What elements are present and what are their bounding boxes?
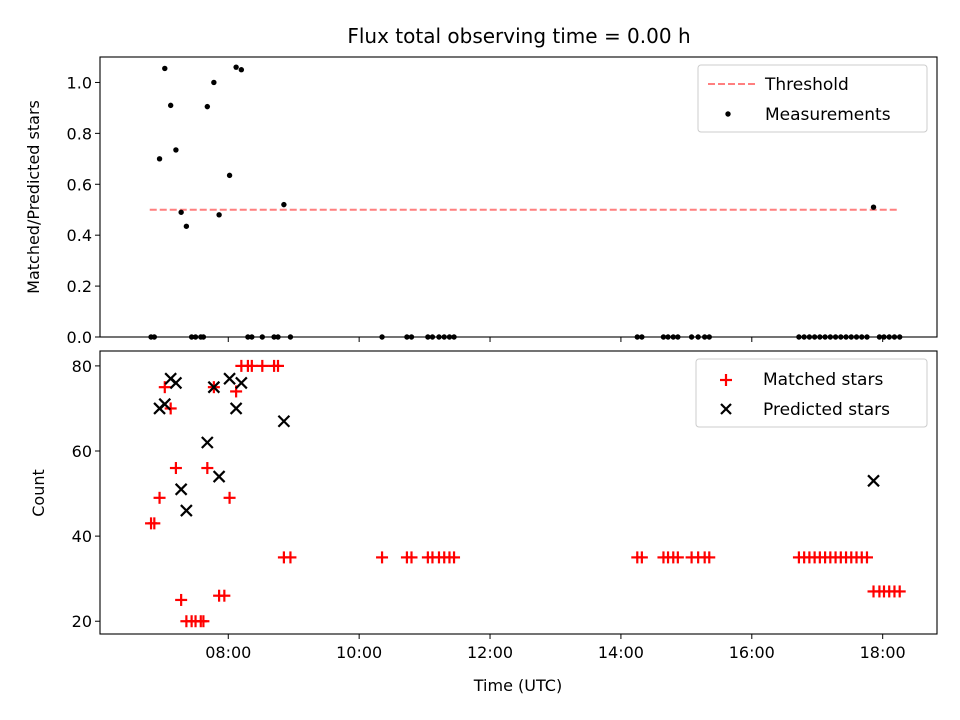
matched-star-point: [405, 551, 418, 564]
top-panel: 0.0 0.2 0.4 0.6 0.8 1.0 Matched/Predicted sta…: [24, 56, 938, 347]
matched-star-point: [164, 402, 177, 415]
matched-star-point: [671, 551, 684, 564]
measurement-point: [178, 209, 184, 215]
top-y-tick-label: 0.2: [67, 277, 92, 296]
matched-star-point: [169, 462, 182, 475]
matched-star-point: [218, 589, 231, 602]
matched-star-point: [223, 491, 236, 504]
legend-matched-label: Matched stars: [763, 370, 883, 390]
legend-predicted-label: Predicted stars: [763, 400, 890, 420]
top-y-tick-label: 1.0: [67, 73, 92, 92]
matched-star-point: [860, 551, 873, 564]
matched-star-point: [272, 359, 285, 372]
measurement-point: [183, 223, 190, 229]
top-legend-box: [697, 64, 928, 133]
measurement-point: [233, 64, 239, 70]
bottom-x-tick-label: 08:00: [205, 643, 251, 662]
measurement-point: [204, 103, 211, 110]
chart-title: Flux total observing time = 0.00 h: [347, 24, 690, 48]
measurement-point: [870, 204, 877, 210]
matched-star-point: [175, 593, 188, 606]
top-y-tick-label: 0.8: [67, 124, 92, 143]
matched-star-point: [153, 491, 166, 504]
bottom-x-tick-label: 16:00: [729, 643, 775, 662]
legend-threshold-label: Threshold: [764, 75, 849, 95]
matched-star-point: [893, 585, 906, 598]
bottom-y-tick-label: 80: [72, 357, 92, 376]
bottom-legend-box: [695, 358, 928, 428]
measurement-point: [226, 172, 233, 179]
matched-star-point: [284, 551, 297, 564]
matched-star-point: [376, 551, 389, 564]
predicted-star-point: [207, 380, 221, 394]
measurement-point: [167, 102, 174, 109]
bottom-x-tick-label: 14:00: [598, 643, 644, 662]
bottom-y-axis-label: Count: [29, 469, 48, 517]
predicted-star-point: [867, 474, 880, 488]
top-axes-frame: [99, 56, 938, 338]
top-y-tick-label: 0.4: [67, 226, 92, 245]
matched-star-point: [245, 359, 258, 372]
matched-star-point: [448, 551, 461, 564]
top-y-axis-label: Matched/Predicted stars: [24, 100, 43, 294]
legend-measurements-swatch: [725, 111, 731, 117]
predicted-star-point: [158, 397, 172, 411]
legend-predicted-swatch: [720, 403, 732, 415]
bottom-x-tick-label: 12:00: [467, 643, 513, 662]
measurement-point: [173, 147, 179, 153]
bottom-y-tick-label: 40: [72, 527, 92, 546]
predicted-star-point: [229, 402, 243, 415]
bottom-x-tick-label: 18:00: [860, 643, 906, 662]
measurement-point: [238, 67, 245, 73]
bottom-x-tick-label: 10:00: [336, 643, 382, 662]
legend-matched-swatch: [720, 374, 732, 386]
matched-star-point: [635, 551, 648, 564]
measurement-point: [156, 156, 163, 162]
bottom-y-tick-label: 60: [72, 442, 92, 461]
measurement-point: [162, 65, 168, 72]
bottom-x-axis-label: Time (UTC): [473, 676, 562, 695]
top-y-axis: 0.0 0.2 0.4 0.6 0.8 1.0: [67, 73, 100, 347]
matched-star-point: [256, 359, 269, 372]
predicted-star-point: [201, 436, 214, 449]
bottom-plot-area: [145, 359, 906, 628]
matched-star-point: [703, 551, 716, 564]
predicted-star-point: [212, 470, 226, 483]
predicted-star-point: [277, 414, 291, 428]
measurement-point: [281, 201, 287, 208]
measurement-point: [216, 212, 222, 218]
top-y-tick-label: 0.6: [67, 175, 92, 194]
predicted-star-point: [223, 372, 236, 385]
bottom-x-axis: 08:00 10:00 12:00 14:00 16:00 18:00: [205, 634, 906, 662]
legend-measurements-label: Measurements: [765, 105, 891, 125]
measurement-point: [211, 79, 217, 86]
predicted-star-point: [169, 376, 183, 390]
matched-star-point: [201, 462, 214, 475]
bottom-y-tick-label: 20: [72, 612, 92, 631]
matched-star-point: [148, 517, 161, 530]
predicted-star-point: [235, 376, 248, 390]
bottom-axes-frame: [99, 350, 938, 635]
matched-star-point: [197, 615, 210, 628]
predicted-star-point: [180, 504, 193, 517]
predicted-star-point: [174, 483, 188, 496]
top-y-tick-label: 0.0: [67, 328, 92, 347]
top-legend: Threshold Measurements: [697, 64, 928, 133]
bottom-y-axis: 20 40 60 80: [72, 357, 100, 631]
bottom-legend: Matched stars Predicted stars: [695, 358, 928, 428]
